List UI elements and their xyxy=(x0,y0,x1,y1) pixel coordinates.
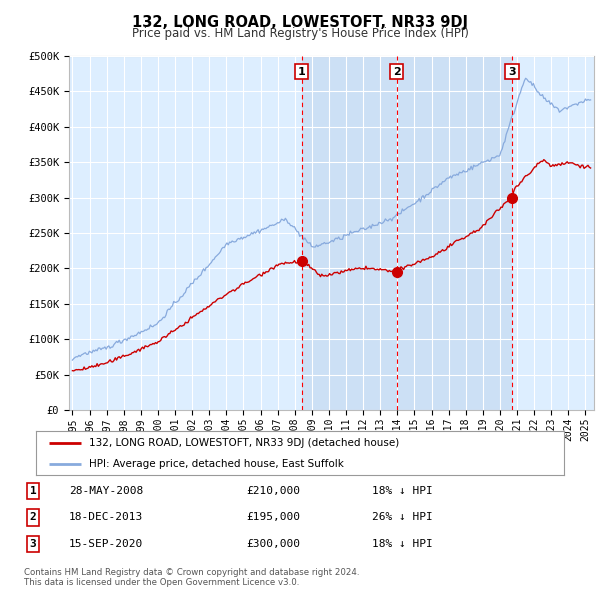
Text: 3: 3 xyxy=(29,539,37,549)
Text: 18-DEC-2013: 18-DEC-2013 xyxy=(69,513,143,522)
Text: 18% ↓ HPI: 18% ↓ HPI xyxy=(372,486,433,496)
Text: 132, LONG ROAD, LOWESTOFT, NR33 9DJ (detached house): 132, LONG ROAD, LOWESTOFT, NR33 9DJ (det… xyxy=(89,438,399,448)
Text: 3: 3 xyxy=(508,67,516,77)
Text: HPI: Average price, detached house, East Suffolk: HPI: Average price, detached house, East… xyxy=(89,459,344,469)
Text: 1: 1 xyxy=(29,486,37,496)
Text: 132, LONG ROAD, LOWESTOFT, NR33 9DJ: 132, LONG ROAD, LOWESTOFT, NR33 9DJ xyxy=(132,15,468,30)
Text: £300,000: £300,000 xyxy=(246,539,300,549)
Text: Contains HM Land Registry data © Crown copyright and database right 2024.: Contains HM Land Registry data © Crown c… xyxy=(24,568,359,576)
Text: 18% ↓ HPI: 18% ↓ HPI xyxy=(372,539,433,549)
Text: 2: 2 xyxy=(393,67,401,77)
Text: 2: 2 xyxy=(29,513,37,522)
Text: Price paid vs. HM Land Registry's House Price Index (HPI): Price paid vs. HM Land Registry's House … xyxy=(131,27,469,40)
Text: £195,000: £195,000 xyxy=(246,513,300,522)
Text: £210,000: £210,000 xyxy=(246,486,300,496)
Text: 15-SEP-2020: 15-SEP-2020 xyxy=(69,539,143,549)
Bar xyxy=(302,56,512,410)
Text: 1: 1 xyxy=(298,67,305,77)
Text: 26% ↓ HPI: 26% ↓ HPI xyxy=(372,513,433,522)
Text: This data is licensed under the Open Government Licence v3.0.: This data is licensed under the Open Gov… xyxy=(24,578,299,587)
Text: 28-MAY-2008: 28-MAY-2008 xyxy=(69,486,143,496)
